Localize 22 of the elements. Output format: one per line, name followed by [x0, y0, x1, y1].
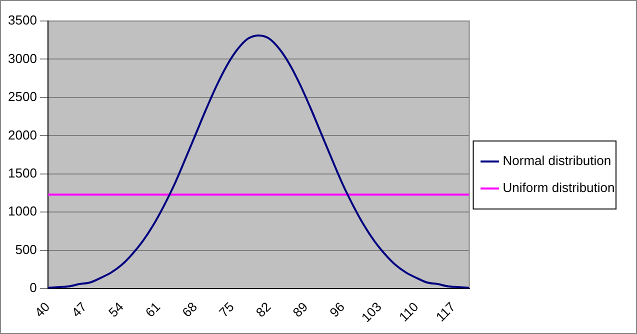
- y-tick-label: 0: [30, 280, 37, 296]
- x-tick-label: 75: [216, 299, 237, 320]
- y-tick-label: 3000: [8, 50, 37, 66]
- y-tick-label: 2500: [8, 89, 37, 104]
- x-tick-label: 54: [105, 299, 126, 320]
- x-tick-label: 89: [290, 299, 311, 320]
- y-tick-label: 500: [15, 242, 37, 257]
- x-tick-label: 103: [358, 299, 384, 326]
- x-tick-label: 96: [326, 299, 348, 320]
- y-tick-label: 2000: [8, 127, 37, 142]
- x-tick-label: 117: [432, 299, 458, 324]
- x-tick-label: 82: [252, 299, 274, 320]
- x-tick-label: 47: [68, 299, 90, 320]
- y-tick-label: 3500: [8, 12, 37, 28]
- x-tick-label: 40: [32, 299, 53, 320]
- y-tick-label: 1500: [8, 166, 37, 181]
- y-tick-label: 1000: [8, 204, 37, 219]
- legend-label: Uniform distribution: [502, 180, 615, 196]
- x-tick-label: 110: [396, 299, 422, 324]
- x-tick-label: 68: [179, 299, 200, 320]
- x-tick-label: 61: [142, 299, 164, 320]
- legend-label: Normal distribution: [502, 153, 612, 168]
